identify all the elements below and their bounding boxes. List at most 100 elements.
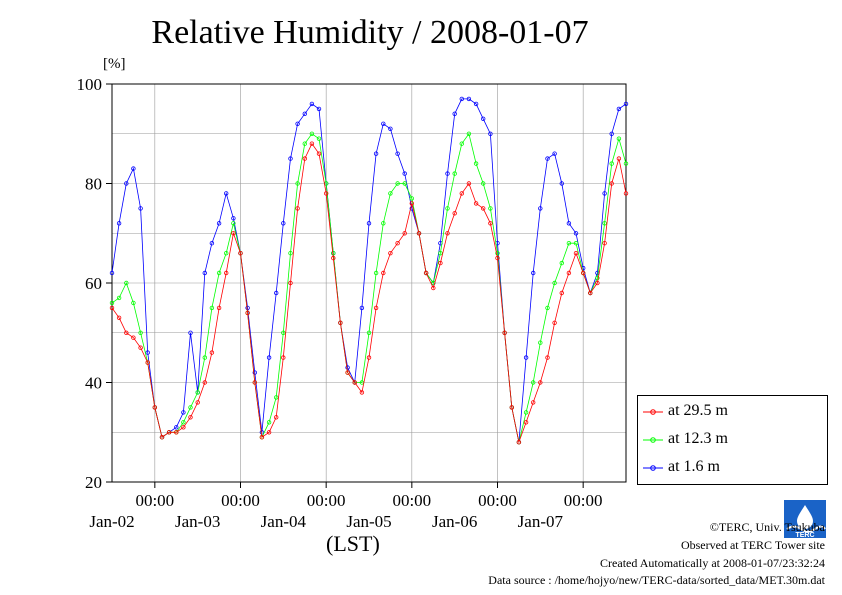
x-tick-label: 00:00: [564, 491, 603, 510]
x-axis-label: (LST): [326, 531, 380, 556]
data-point: [309, 131, 315, 136]
data-point: [295, 181, 300, 186]
data-point: [581, 270, 586, 276]
legend-point-1-6m: [650, 465, 656, 471]
legend-point-12-3m: [650, 437, 656, 443]
data-point: [216, 305, 222, 311]
legend-point-29-5m: [650, 409, 656, 415]
data-point: [623, 191, 629, 196]
data-point: [116, 221, 122, 226]
data-point: [281, 355, 286, 360]
data-point: [481, 116, 486, 121]
data-point: [331, 255, 336, 261]
data-point: [409, 201, 414, 206]
data-point: [388, 250, 393, 256]
data-point: [452, 111, 457, 116]
x-date-label: Jan-05: [346, 512, 391, 531]
data-point: [538, 206, 543, 211]
data-point: [402, 171, 407, 176]
data-point: [295, 121, 300, 126]
data-point: [473, 101, 479, 107]
data-point: [159, 435, 165, 440]
data-point: [459, 191, 464, 196]
data-point: [488, 221, 493, 226]
data-point: [488, 206, 493, 211]
data-point: [216, 270, 222, 276]
x-date-label: Jan-02: [89, 512, 134, 531]
data-point: [231, 216, 236, 221]
data-point: [538, 380, 543, 385]
data-point: [523, 355, 529, 360]
data-point: [195, 400, 200, 405]
x-tick-label: 00:00: [221, 491, 260, 510]
data-point: [395, 151, 400, 156]
y-tick-label: 40: [85, 374, 102, 393]
data-point: [459, 96, 464, 102]
x-tick-label: 00:00: [307, 491, 346, 510]
series-line: [111, 142, 627, 444]
data-point: [181, 410, 186, 415]
x-tick-label: 00:00: [135, 491, 174, 510]
data-point: [609, 161, 614, 166]
terc-logo: TERC: [784, 500, 826, 539]
data-point: [116, 295, 122, 301]
data-point: [373, 305, 379, 311]
data-point: [259, 435, 265, 440]
data-point: [116, 315, 122, 320]
data-point: [602, 191, 607, 196]
data-point: [359, 305, 365, 311]
data-point: [381, 270, 386, 276]
data-point: [552, 320, 557, 325]
data-point: [166, 430, 172, 435]
data-point: [266, 430, 272, 435]
x-date-label: Jan-04: [261, 512, 307, 531]
data-point: [445, 231, 450, 236]
legend: at 29.5 m at 12.3 m at 1.6 m: [637, 395, 828, 485]
data-point: [316, 106, 322, 112]
data-point: [588, 290, 593, 296]
data-point: [438, 250, 443, 256]
data-point: [302, 156, 307, 161]
data-point: [174, 430, 179, 435]
data-point: [109, 305, 115, 311]
data-point: [531, 380, 536, 385]
data-point: [523, 410, 529, 415]
data-point: [124, 181, 129, 186]
legend-label-1-6m: at 1.6 m: [668, 458, 720, 475]
series-line: [111, 98, 627, 443]
legend-item-29-5m: at 29.5 m: [638, 402, 827, 422]
data-point: [252, 380, 257, 385]
data-point: [202, 355, 207, 360]
data-point: [595, 280, 600, 286]
series-layer: [109, 96, 629, 445]
data-point: [545, 305, 550, 311]
data-point: [338, 320, 343, 325]
data-point: [124, 280, 129, 286]
data-point: [288, 250, 293, 256]
data-point: [359, 390, 365, 395]
y-axis-label: [%]: [103, 56, 126, 72]
logo-drop-shape: [797, 505, 813, 529]
data-point: [309, 101, 315, 107]
data-point: [559, 181, 564, 186]
data-point: [481, 181, 486, 186]
data-point: [252, 370, 257, 375]
data-point: [316, 136, 322, 141]
data-point: [495, 255, 500, 261]
data-point: [388, 191, 393, 196]
data-point: [623, 101, 629, 107]
data-point: [552, 280, 557, 286]
data-point: [245, 310, 250, 316]
data-point: [466, 131, 472, 136]
data-point: [523, 420, 529, 425]
data-point: [531, 270, 536, 276]
chart-title: Relative Humidity / 2008-01-07: [151, 14, 589, 51]
data-point: [352, 380, 357, 385]
data-point: [366, 355, 372, 360]
data-point: [223, 191, 229, 196]
data-point: [274, 290, 279, 296]
data-point: [559, 290, 564, 296]
data-point: [274, 415, 279, 420]
data-point: [152, 405, 157, 410]
